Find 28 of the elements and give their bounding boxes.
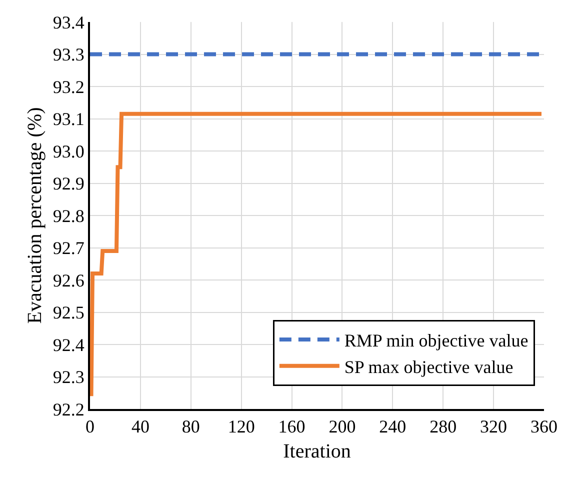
x-axis-title: Iteration (283, 440, 351, 463)
y-tick-label: 92.9 (52, 174, 84, 194)
y-tick-label: 92.3 (52, 367, 84, 388)
x-tick-label: 160 (278, 416, 306, 437)
y-tick-label: 93.4 (52, 12, 84, 32)
legend-label: RMP min objective value (344, 330, 528, 350)
y-tick-label: 93.2 (52, 76, 84, 97)
legend-label: SP max objective value (344, 356, 514, 377)
line-series (90, 112, 544, 398)
x-tick-label: 0 (86, 416, 94, 437)
x-tick-label: 200 (328, 416, 356, 437)
x-tick-label: 40 (131, 416, 150, 437)
y-axis-title: Evacuation percentage (%) (24, 107, 46, 324)
y-tick-label: 92.2 (52, 399, 84, 420)
x-tick-label: 240 (379, 416, 406, 437)
y-tick-label: 93.1 (52, 109, 84, 130)
x-tick-label: 80 (182, 416, 200, 437)
y-tick-label: 92.6 (52, 270, 84, 290)
x-tick-label: 320 (480, 416, 508, 437)
x-tick-label: 360 (530, 416, 558, 437)
y-tick-label: 92.8 (52, 206, 84, 226)
y-tick-label: 93.3 (52, 44, 84, 65)
y-tick-label: 92.7 (52, 238, 84, 258)
y-tick-label: 93.0 (52, 141, 84, 162)
x-tick-label: 120 (228, 416, 255, 437)
y-tick-label: 92.5 (52, 302, 84, 323)
y-tick-label: 92.4 (52, 334, 84, 355)
x-tick-label: 280 (430, 416, 457, 437)
